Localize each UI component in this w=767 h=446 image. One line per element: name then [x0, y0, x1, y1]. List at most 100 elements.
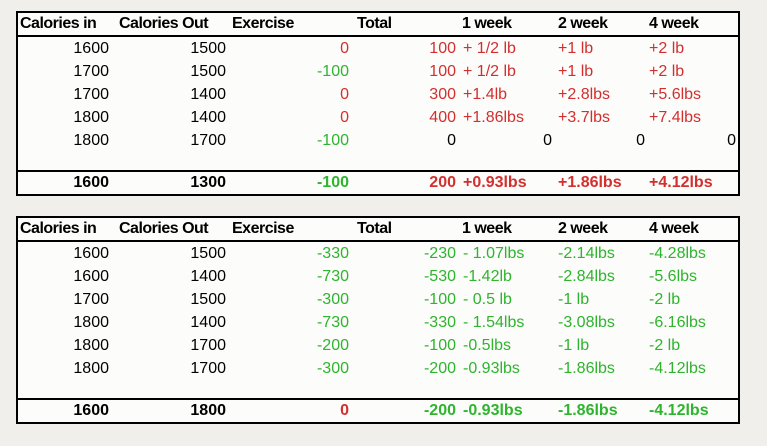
- header-calories-in: Calories in: [17, 12, 112, 37]
- cell: 0: [340, 39, 349, 57]
- cell: 1800: [73, 336, 109, 354]
- cell: 1300: [112, 170, 229, 195]
- cell: -330: [423, 313, 456, 331]
- cell: 0: [727, 131, 736, 149]
- cell: +7.4lbs: [649, 108, 702, 126]
- header-row: Calories in Calories Out Exercise Total …: [17, 217, 739, 242]
- cell: 1500: [190, 290, 226, 308]
- cell: 1600: [17, 170, 112, 195]
- cell: 1700: [73, 85, 109, 103]
- cell: -200: [423, 359, 456, 377]
- cell: 1700: [73, 290, 109, 308]
- cell: 0: [340, 108, 349, 126]
- cell: 1800: [73, 108, 109, 126]
- spacer-row: [17, 380, 739, 399]
- cell: + 1/2 lb: [463, 62, 516, 80]
- cell: -1 lb: [558, 336, 590, 354]
- cell: 1800: [73, 359, 109, 377]
- cell: -6.16lbs: [649, 313, 706, 331]
- table-row: 1800 1700 -100 0 0 0 0: [17, 129, 739, 152]
- cell: -1 lb: [558, 290, 590, 308]
- cell: -100: [423, 336, 456, 354]
- header-total: Total: [352, 12, 462, 37]
- cell: +2 lb: [649, 39, 685, 57]
- header-calories-out: Calories Out: [112, 217, 229, 242]
- cell: - 1.54lbs: [463, 313, 525, 331]
- cell: -3.08lbs: [558, 313, 615, 331]
- cell: -330: [316, 244, 349, 262]
- header-row: Calories in Calories Out Exercise Total …: [17, 12, 739, 37]
- cell: 0: [229, 398, 352, 423]
- cell: 1600: [73, 267, 109, 285]
- cell: +1.4lb: [463, 85, 508, 103]
- cell: -0.93lbs: [463, 359, 520, 377]
- cell: -0.5lbs: [463, 336, 512, 354]
- cell: +5.6lbs: [649, 85, 702, 103]
- summary-row: 1600 1800 0 -200 -0.93lbs -1.86lbs -4.12…: [17, 398, 739, 423]
- cell: -4.28lbs: [649, 244, 706, 262]
- cell: -1.86lbs: [555, 398, 649, 423]
- table-row: 1800 1400 0 400 +1.86lbs +3.7lbs +7.4lbs: [17, 106, 739, 129]
- cell: -4.12lbs: [649, 359, 706, 377]
- cell: 0: [543, 131, 552, 149]
- cell: -100: [423, 290, 456, 308]
- header-1-week: 1 week: [462, 217, 555, 242]
- header-calories-in: Calories in: [17, 217, 112, 242]
- table-row: 1800 1400 -730 -330 - 1.54lbs -3.08lbs -…: [17, 311, 739, 334]
- cell: -2.14lbs: [558, 244, 615, 262]
- cell: 1700: [190, 359, 226, 377]
- cell: -0.93lbs: [462, 398, 555, 423]
- cell: 1700: [190, 131, 226, 149]
- cell: -530: [423, 267, 456, 285]
- header-2-week: 2 week: [555, 12, 649, 37]
- header-exercise: Exercise: [229, 12, 352, 37]
- table-row: 1800 1700 -300 -200 -0.93lbs -1.86lbs -4…: [17, 357, 739, 380]
- summary-row: 1600 1300 -100 200 +0.93lbs +1.86lbs +4.…: [17, 170, 739, 195]
- cell: 1400: [190, 85, 226, 103]
- cell: -2 lb: [649, 336, 681, 354]
- cell: +2 lb: [649, 62, 685, 80]
- cell: -1.86lbs: [558, 359, 615, 377]
- table-row: 1700 1500 -300 -100 - 0.5 lb -1 lb -2 lb: [17, 288, 739, 311]
- cell: 1500: [190, 244, 226, 262]
- cell: 1700: [73, 62, 109, 80]
- cell: -4.12lbs: [649, 398, 739, 423]
- cell: -2.84lbs: [558, 267, 615, 285]
- table-row: 1700 1500 -100 100 + 1/2 lb +1 lb +2 lb: [17, 60, 739, 83]
- header-1-week: 1 week: [462, 12, 555, 37]
- cell: 0: [447, 131, 456, 149]
- cell: 1600: [73, 244, 109, 262]
- cell: 1800: [73, 131, 109, 149]
- cell: -200: [352, 398, 462, 423]
- cell: 1600: [73, 39, 109, 57]
- header-total: Total: [352, 217, 462, 242]
- cell: 100: [429, 39, 456, 57]
- cell: +1 lb: [558, 62, 594, 80]
- cell: 1800: [73, 313, 109, 331]
- table-row: 1600 1500 0 100 + 1/2 lb +1 lb +2 lb: [17, 36, 739, 60]
- cell: -5.6lbs: [649, 267, 698, 285]
- header-exercise: Exercise: [229, 217, 352, 242]
- table-row: 1600 1400 -730 -530 -1.42lb -2.84lbs -5.…: [17, 265, 739, 288]
- cell: 0: [636, 131, 645, 149]
- cell: - 1.07lbs: [463, 244, 525, 262]
- cell: -2 lb: [649, 290, 681, 308]
- cell: 100: [429, 62, 456, 80]
- weight-loss-table: Calories in Calories Out Exercise Total …: [16, 216, 740, 424]
- cell: 1400: [190, 267, 226, 285]
- header-4-week: 4 week: [649, 12, 739, 37]
- table-row: 1600 1500 -330 -230 - 1.07lbs -2.14lbs -…: [17, 241, 739, 265]
- header-2-week: 2 week: [555, 217, 649, 242]
- cell: 1500: [190, 62, 226, 80]
- cell: 1400: [190, 108, 226, 126]
- cell: -100: [229, 170, 352, 195]
- weight-gain-table: Calories in Calories Out Exercise Total …: [16, 11, 740, 196]
- cell: -230: [423, 244, 456, 262]
- cell: 400: [429, 108, 456, 126]
- cell: +1.86lbs: [463, 108, 524, 126]
- cell: 1700: [190, 336, 226, 354]
- cell: -1.42lb: [463, 267, 512, 285]
- cell: +0.93lbs: [462, 170, 555, 195]
- cell: -200: [316, 336, 349, 354]
- cell: -100: [316, 62, 349, 80]
